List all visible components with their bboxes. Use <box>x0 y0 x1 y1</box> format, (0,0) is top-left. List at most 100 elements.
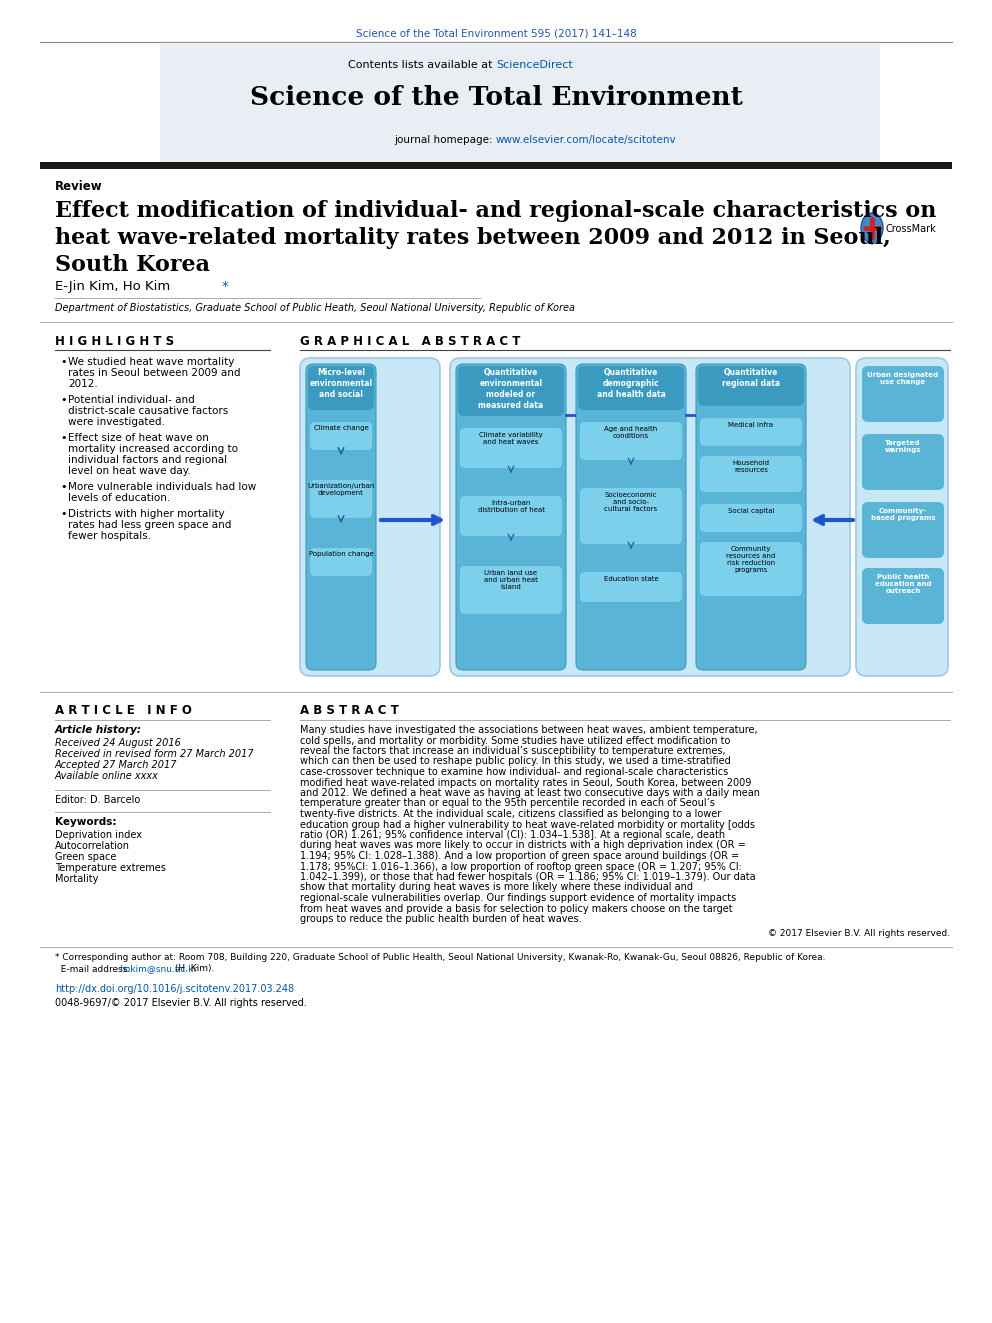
Text: *: * <box>222 280 229 292</box>
Text: Age and health
conditions: Age and health conditions <box>604 426 658 439</box>
Text: H I G H L I G H T S: H I G H L I G H T S <box>55 335 175 348</box>
Text: Deprivation index: Deprivation index <box>55 830 142 840</box>
FancyBboxPatch shape <box>310 422 372 450</box>
Text: case-crossover technique to examine how individual- and regional-scale character: case-crossover technique to examine how … <box>300 767 728 777</box>
FancyBboxPatch shape <box>696 364 806 669</box>
Text: •: • <box>60 357 66 366</box>
Text: Accepted 27 March 2017: Accepted 27 March 2017 <box>55 759 178 770</box>
Text: Intra-urban
distribution of heat: Intra-urban distribution of heat <box>477 500 545 513</box>
Text: Editor: D. Barcelo: Editor: D. Barcelo <box>55 795 140 804</box>
Text: hokim@snu.ac.kr: hokim@snu.ac.kr <box>119 964 197 974</box>
FancyBboxPatch shape <box>700 504 802 532</box>
Text: Many studies have investigated the associations between heat waves, ambient temp: Many studies have investigated the assoc… <box>300 725 758 736</box>
Text: Keywords:: Keywords: <box>55 818 116 827</box>
Text: Community
resources and
risk reduction
programs: Community resources and risk reduction p… <box>726 546 776 573</box>
FancyBboxPatch shape <box>856 359 948 676</box>
FancyBboxPatch shape <box>580 422 682 460</box>
Text: We studied heat wave mortality: We studied heat wave mortality <box>68 357 234 366</box>
Ellipse shape <box>861 213 883 243</box>
Text: Community-
based programs: Community- based programs <box>871 508 935 521</box>
FancyBboxPatch shape <box>460 429 562 468</box>
Text: www.elsevier.com/locate/scitotenv: www.elsevier.com/locate/scitotenv <box>496 135 677 146</box>
Text: Contents lists available at: Contents lists available at <box>348 60 496 70</box>
Text: Science of the Total Environment: Science of the Total Environment <box>250 85 742 110</box>
FancyBboxPatch shape <box>862 366 944 422</box>
Bar <box>40 161 952 169</box>
Text: groups to reduce the public health burden of heat waves.: groups to reduce the public health burde… <box>300 914 581 923</box>
Text: A R T I C L E   I N F O: A R T I C L E I N F O <box>55 704 191 717</box>
Text: Medical infra: Medical infra <box>728 422 774 429</box>
FancyBboxPatch shape <box>862 501 944 558</box>
Text: Household
resources: Household resources <box>732 460 770 474</box>
FancyBboxPatch shape <box>862 434 944 490</box>
FancyBboxPatch shape <box>862 568 944 624</box>
Text: education group had a higher vulnerability to heat wave-related morbidity or mor: education group had a higher vulnerabili… <box>300 819 755 830</box>
Text: Climate variability
and heat waves: Climate variability and heat waves <box>479 433 543 445</box>
Text: which can then be used to reshape public policy. In this study, we used a time-s: which can then be used to reshape public… <box>300 757 731 766</box>
Text: Public health
education and
outreach: Public health education and outreach <box>875 574 931 594</box>
Text: ratio (OR) 1.261; 95% confidence interval (CI): 1.034–1.538]. At a regional scal: ratio (OR) 1.261; 95% confidence interva… <box>300 830 725 840</box>
Text: 2012.: 2012. <box>68 378 98 389</box>
Text: Districts with higher mortality: Districts with higher mortality <box>68 509 224 519</box>
Text: Targeted
warnings: Targeted warnings <box>885 441 922 452</box>
Text: 1.194; 95% CI: 1.028–1.388). And a low proportion of green space around building: 1.194; 95% CI: 1.028–1.388). And a low p… <box>300 851 739 861</box>
Text: ScienceDirect: ScienceDirect <box>496 60 572 70</box>
Text: Autocorrelation: Autocorrelation <box>55 841 130 851</box>
Text: •: • <box>60 482 66 492</box>
FancyBboxPatch shape <box>700 542 802 595</box>
FancyBboxPatch shape <box>306 364 376 669</box>
Text: Effect modification of individual- and regional-scale characteristics on
heat wa: Effect modification of individual- and r… <box>55 200 936 277</box>
Text: Micro-level
environmental
and social: Micro-level environmental and social <box>310 368 373 400</box>
Text: More vulnerable individuals had low: More vulnerable individuals had low <box>68 482 256 492</box>
Text: journal homepage:: journal homepage: <box>394 135 496 146</box>
Text: •: • <box>60 396 66 405</box>
Text: Temperature extremes: Temperature extremes <box>55 863 166 873</box>
Text: Potential individual- and: Potential individual- and <box>68 396 194 405</box>
Text: •: • <box>60 509 66 519</box>
Text: modified heat wave-related impacts on mortality rates in Seoul, South Korea, bet: modified heat wave-related impacts on mo… <box>300 778 751 787</box>
Text: and 2012. We defined a heat wave as having at least two consecutive days with a : and 2012. We defined a heat wave as havi… <box>300 789 760 798</box>
FancyBboxPatch shape <box>580 488 682 544</box>
Text: during heat waves was more likely to occur in districts with a high deprivation : during heat waves was more likely to occ… <box>300 840 746 851</box>
Text: show that mortality during heat waves is more likely where these individual and: show that mortality during heat waves is… <box>300 882 693 893</box>
Text: E-Jin Kim, Ho Kim: E-Jin Kim, Ho Kim <box>55 280 175 292</box>
Text: mortality increased according to: mortality increased according to <box>68 445 238 454</box>
FancyBboxPatch shape <box>450 359 850 676</box>
Text: rates in Seoul between 2009 and: rates in Seoul between 2009 and <box>68 368 240 378</box>
Text: (H. Kim).: (H. Kim). <box>173 964 214 974</box>
Text: regional-scale vulnerabilities overlap. Our findings support evidence of mortali: regional-scale vulnerabilities overlap. … <box>300 893 736 904</box>
Text: G R A P H I C A L   A B S T R A C T: G R A P H I C A L A B S T R A C T <box>300 335 521 348</box>
FancyBboxPatch shape <box>456 364 566 669</box>
Text: Quantitative
demographic
and health data: Quantitative demographic and health data <box>596 368 666 400</box>
Text: E-mail address:: E-mail address: <box>55 964 133 974</box>
Text: Socioeconomic
and socio-
cultural factors: Socioeconomic and socio- cultural factor… <box>604 492 658 512</box>
Text: Social capital: Social capital <box>728 508 774 515</box>
Text: Quantitative
regional data: Quantitative regional data <box>722 368 780 388</box>
Text: Quantitative
environmental
modeled or
measured data: Quantitative environmental modeled or me… <box>478 368 544 410</box>
Text: individual factors and regional: individual factors and regional <box>68 455 227 464</box>
FancyBboxPatch shape <box>576 364 686 669</box>
FancyBboxPatch shape <box>700 456 802 492</box>
Text: Science of the Total Environment 595 (2017) 141–148: Science of the Total Environment 595 (20… <box>355 28 637 38</box>
FancyBboxPatch shape <box>580 572 682 602</box>
Text: cold spells, and mortality or morbidity. Some studies have utilized effect modif: cold spells, and mortality or morbidity.… <box>300 736 730 745</box>
Text: CrossMark: CrossMark <box>885 224 935 234</box>
FancyBboxPatch shape <box>300 359 440 676</box>
Text: Urban land use
and urban heat
island: Urban land use and urban heat island <box>484 570 538 590</box>
Text: from heat waves and provide a basis for selection to policy makers choose on the: from heat waves and provide a basis for … <box>300 904 733 913</box>
Text: Article history:: Article history: <box>55 725 142 736</box>
FancyBboxPatch shape <box>458 366 564 415</box>
Text: district-scale causative factors: district-scale causative factors <box>68 406 228 415</box>
Text: Population change: Population change <box>309 550 373 557</box>
Text: levels of education.: levels of education. <box>68 493 171 503</box>
Text: * Corresponding author at: Room 708, Building 220, Graduate School of Public Hea: * Corresponding author at: Room 708, Bui… <box>55 954 825 963</box>
Text: Effect size of heat wave on: Effect size of heat wave on <box>68 433 209 443</box>
FancyBboxPatch shape <box>310 480 372 519</box>
Text: Mortality: Mortality <box>55 875 98 884</box>
Text: Urbanization/urban
development: Urbanization/urban development <box>308 483 375 496</box>
Polygon shape <box>865 239 879 245</box>
Text: level on heat wave day.: level on heat wave day. <box>68 466 190 476</box>
Text: reveal the factors that increase an individual’s susceptibility to temperature e: reveal the factors that increase an indi… <box>300 746 725 755</box>
Text: Received in revised form 27 March 2017: Received in revised form 27 March 2017 <box>55 749 254 759</box>
Text: twenty-five districts. At the individual scale, citizens classified as belonging: twenty-five districts. At the individual… <box>300 808 721 819</box>
